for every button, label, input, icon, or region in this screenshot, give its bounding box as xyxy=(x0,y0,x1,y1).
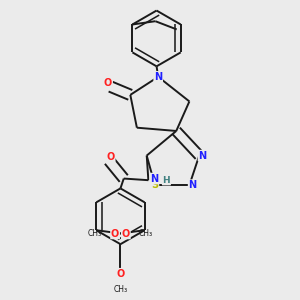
Text: O: O xyxy=(106,152,115,162)
Text: N: N xyxy=(189,180,197,190)
Text: N: N xyxy=(154,72,162,82)
Text: O: O xyxy=(111,229,119,238)
Text: S: S xyxy=(152,180,158,190)
Text: CH₃: CH₃ xyxy=(88,229,102,238)
Text: N: N xyxy=(198,151,207,160)
Text: O: O xyxy=(116,269,124,279)
Text: N: N xyxy=(150,173,158,184)
Text: CH₃: CH₃ xyxy=(139,229,153,238)
Text: CH₃: CH₃ xyxy=(113,285,128,294)
Text: O: O xyxy=(122,229,130,238)
Text: H: H xyxy=(163,176,170,185)
Text: O: O xyxy=(104,78,112,88)
